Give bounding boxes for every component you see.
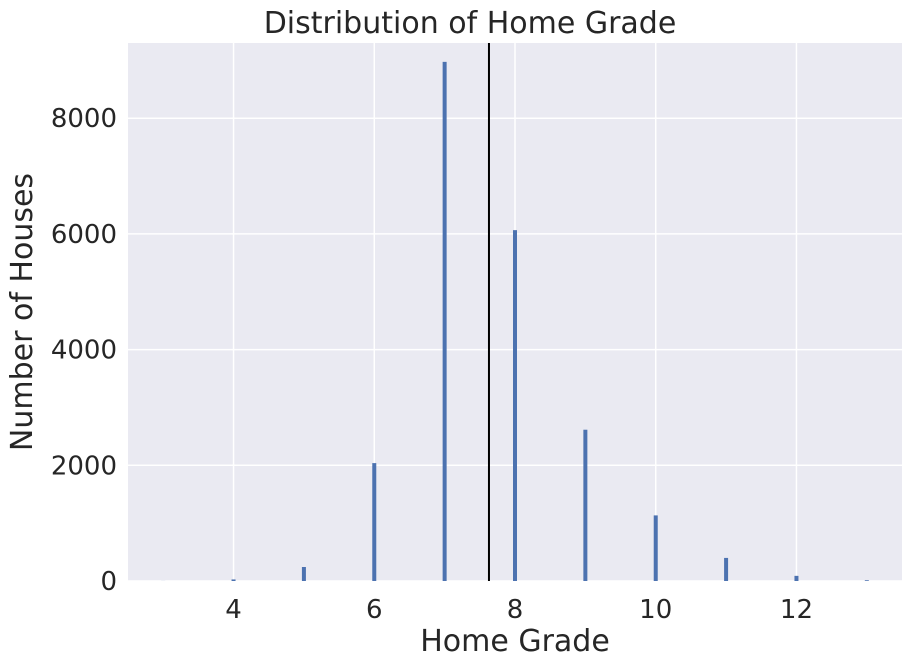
bar-grade-7: [442, 61, 447, 581]
bar-grade-5: [301, 567, 306, 581]
bars: [161, 61, 869, 581]
x-tick-labels: 4 6 8 10 12: [225, 595, 813, 625]
y-tick-labels: 0 2000 4000 6000 8000: [51, 104, 117, 597]
bar-grade-10: [653, 515, 658, 581]
bar-grade-8: [513, 230, 517, 581]
x-tick-label: 8: [507, 595, 524, 625]
bar-grade-12: [794, 575, 799, 581]
bar-grade-11: [724, 557, 729, 581]
y-axis-title: Number of Houses: [5, 173, 40, 451]
y-tick-label: 6000: [51, 220, 117, 250]
x-axis-title: Home Grade: [420, 624, 610, 659]
y-tick-label: 4000: [51, 336, 117, 366]
bar-grade-13: [864, 580, 869, 581]
bar-grade-9: [583, 429, 588, 581]
x-tick-label: 6: [366, 595, 383, 625]
x-tick-label: 4: [225, 595, 242, 625]
x-tick-label: 10: [639, 595, 672, 625]
x-tick-label: 12: [780, 595, 813, 625]
bar-grade-4: [231, 579, 236, 581]
bar-grade-6: [372, 463, 377, 581]
chart-title: Distribution of Home Grade: [264, 6, 677, 41]
y-tick-label: 0: [100, 567, 117, 597]
y-tick-label: 2000: [51, 451, 117, 481]
y-tick-label: 8000: [51, 104, 117, 134]
